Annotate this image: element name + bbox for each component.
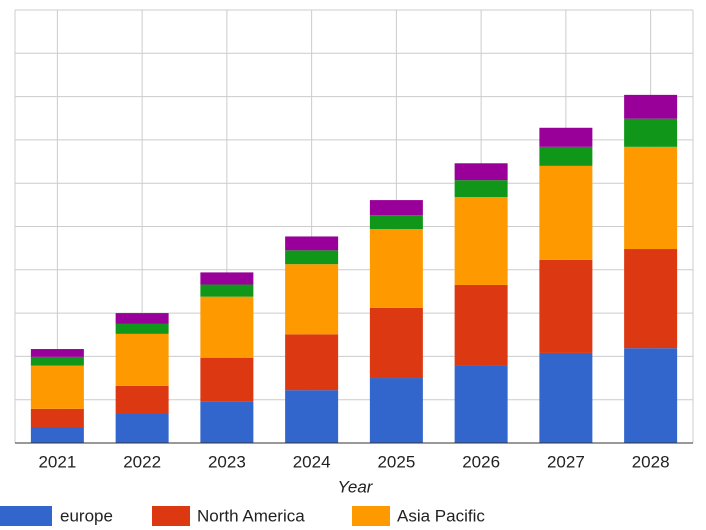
bar-segment <box>200 272 254 285</box>
x-tick-label: 2025 <box>377 452 415 471</box>
bar-segment <box>369 229 423 308</box>
bar-segment <box>624 94 678 119</box>
x-tick-label: 2027 <box>547 452 585 471</box>
bar-segment <box>539 352 593 443</box>
bar-segment <box>200 401 254 443</box>
x-tick-label: 2021 <box>38 452 76 471</box>
bar-segment <box>285 236 339 251</box>
bar-segment <box>285 334 339 391</box>
bar-segment <box>30 349 84 357</box>
bar-segment <box>369 215 423 230</box>
bar-segment <box>624 249 678 349</box>
bar-segment <box>115 385 169 414</box>
bar-segment <box>285 390 339 443</box>
bar-segment <box>454 197 508 285</box>
bar-segment <box>30 408 84 427</box>
bar-segment <box>624 118 678 147</box>
x-tick-label: 2024 <box>293 452 331 471</box>
bar-segment <box>539 146 593 166</box>
bar-segment <box>454 284 508 366</box>
bar-segment <box>30 356 84 366</box>
bar-segment <box>454 180 508 198</box>
x-tick-label: 2023 <box>208 452 246 471</box>
bar-segment <box>285 250 339 265</box>
bar-segment <box>454 163 508 181</box>
legend-label: Asia Pacific <box>397 506 485 525</box>
legend-swatch <box>152 506 190 526</box>
bar-segment <box>115 333 169 386</box>
bar-segment <box>115 413 169 443</box>
x-axis-title: Year <box>338 477 374 496</box>
bar-segment <box>539 259 593 353</box>
bar-segment <box>539 165 593 260</box>
legend-swatch <box>352 506 390 526</box>
bar-segment <box>30 365 84 409</box>
bar-segment <box>369 378 423 443</box>
bar-segment <box>30 426 84 443</box>
bar-segment <box>454 365 508 443</box>
bar-segment <box>624 146 678 250</box>
x-tick-label: 2028 <box>632 452 670 471</box>
bar-segment <box>369 307 423 379</box>
bar-segment <box>115 313 169 324</box>
legend-swatch <box>0 506 52 526</box>
bar-segment <box>539 127 593 147</box>
bar-segment <box>200 284 254 297</box>
legend-label: North America <box>197 506 305 525</box>
bar-segment <box>200 357 254 402</box>
legend-label: europe <box>60 506 113 525</box>
bar-segment <box>624 348 678 443</box>
bar-segment <box>285 264 339 335</box>
bar-segment <box>115 323 169 334</box>
bar-segment <box>200 296 254 358</box>
x-tick-label: 2022 <box>123 452 161 471</box>
bar-segment <box>369 200 423 216</box>
x-tick-label: 2026 <box>462 452 500 471</box>
